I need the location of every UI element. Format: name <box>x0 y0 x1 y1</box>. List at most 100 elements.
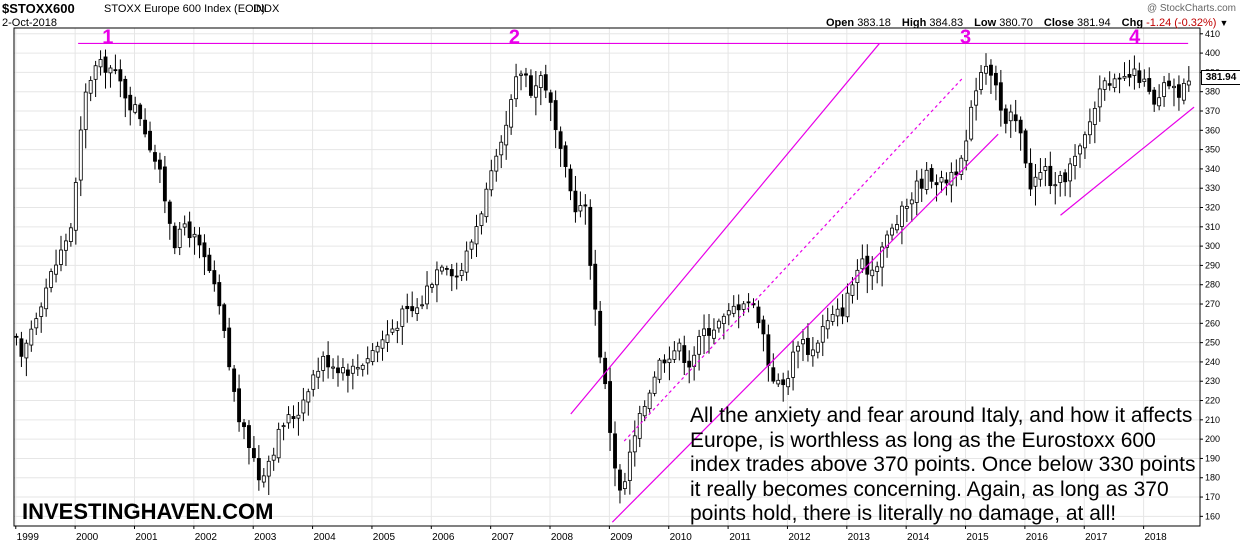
candle-down <box>929 168 934 182</box>
candle-up <box>1058 175 1063 183</box>
candle-up <box>499 141 504 156</box>
candle-up <box>459 270 464 277</box>
candle-up <box>974 90 979 106</box>
x-tick-label: 2007 <box>492 532 515 543</box>
candle-up <box>1132 68 1137 76</box>
ohlc-readout: Open 383.18 High 384.83 Low 380.70 Close… <box>826 17 1228 29</box>
candle-down <box>103 56 108 73</box>
candle-up <box>296 414 301 419</box>
candle-down <box>736 304 741 311</box>
candle-down <box>143 119 148 135</box>
y-tick-label: 230 <box>1205 376 1220 386</box>
candle-up <box>1073 155 1077 166</box>
candle-down <box>237 388 242 423</box>
candle-down <box>454 275 459 278</box>
x-tick-label: 2015 <box>966 532 989 543</box>
candle-up <box>78 129 83 181</box>
candle-up <box>578 205 583 212</box>
candle-down <box>449 269 454 277</box>
candle-down <box>1063 172 1068 183</box>
candle-down <box>1176 84 1181 98</box>
candle-up <box>39 306 44 317</box>
candle-up <box>93 65 98 80</box>
candle-down <box>805 337 810 355</box>
candle-up <box>1102 80 1107 90</box>
candle-down <box>227 327 232 368</box>
candle-down <box>588 206 593 266</box>
candle-down <box>405 305 410 310</box>
candle-down <box>336 367 340 374</box>
brand-watermark: INVESTINGHAVEN.COM <box>22 499 274 524</box>
y-tick-label: 360 <box>1205 125 1220 135</box>
candle-down <box>687 360 692 368</box>
candle-down <box>558 131 563 149</box>
candle-down <box>746 301 751 304</box>
candle-up <box>716 320 721 329</box>
candle-up <box>1083 134 1087 149</box>
candle-down <box>1028 162 1033 190</box>
candle-up <box>489 170 494 191</box>
candle-up <box>1097 88 1102 108</box>
candle-down <box>444 268 449 270</box>
annotation-text: All the anxiety and fear around Italy, a… <box>690 404 1196 525</box>
candle-up <box>1157 97 1162 107</box>
peak-labels: 1 2 3 4 <box>102 27 1141 49</box>
x-tick-label: 2009 <box>610 532 633 543</box>
candle-up <box>64 240 68 251</box>
candle-up <box>959 157 964 175</box>
candle-up <box>1186 80 1191 86</box>
y-tick-label: 220 <box>1205 396 1220 406</box>
candle-up <box>1162 82 1167 97</box>
candle-down <box>568 168 573 192</box>
candle-up <box>29 328 34 346</box>
candle-up <box>949 171 954 186</box>
close-value: 381.94 <box>1076 17 1111 29</box>
y-tick-label: 350 <box>1205 145 1220 155</box>
candle-down <box>187 221 192 239</box>
x-axis: 1999 2000 2001 2002 2003 2004 2005 2006 2007 2008… <box>15 526 1167 543</box>
candle-down <box>123 78 128 99</box>
candle-down <box>993 72 998 86</box>
candle-down <box>682 345 687 363</box>
candle-up <box>301 399 306 414</box>
y-tick-label: 160 <box>1205 511 1220 521</box>
candle-down <box>167 201 172 224</box>
candle-down <box>247 425 251 448</box>
candle-down <box>598 310 603 358</box>
candle-up <box>647 392 652 410</box>
candle-up <box>904 205 909 209</box>
candle-up <box>1008 111 1013 122</box>
candle-down <box>1117 77 1122 80</box>
y-axis: 160 170 180 190 200 210 220 230 240 250 260 270 280 2… <box>1200 29 1220 521</box>
candle-down <box>157 159 162 170</box>
candle-up <box>276 428 281 459</box>
candle-down <box>118 69 123 82</box>
candle-up <box>895 224 899 231</box>
candle-down <box>840 307 845 317</box>
middle-channel-dotted-line <box>623 77 964 442</box>
candle-up <box>1033 176 1038 187</box>
low-value: 380.70 <box>999 17 1033 29</box>
peak-label-2: 2 <box>509 27 520 49</box>
candle-up <box>632 435 637 453</box>
candle-down <box>256 458 261 481</box>
candle-up <box>1181 82 1186 101</box>
candle-up <box>964 140 969 162</box>
candle-up <box>519 73 523 76</box>
candle-up <box>741 303 746 310</box>
candle-down <box>583 204 588 207</box>
as-of-date: 2-Oct-2018 <box>2 17 58 29</box>
chg-label: Chg <box>1121 17 1144 29</box>
y-tick-label: 410 <box>1205 29 1220 39</box>
candle-down <box>1048 165 1053 187</box>
candle-up <box>370 350 375 362</box>
y-tick-label: 320 <box>1205 203 1220 213</box>
candle-up <box>34 318 39 329</box>
candle-up <box>1122 75 1127 79</box>
x-tick-label: 1999 <box>17 532 40 543</box>
triangle-down-icon[interactable]: ▼ <box>1219 18 1229 28</box>
candle-down <box>662 359 667 364</box>
candle-up <box>504 124 509 146</box>
candle-down <box>954 171 959 176</box>
candle-up <box>331 366 335 369</box>
